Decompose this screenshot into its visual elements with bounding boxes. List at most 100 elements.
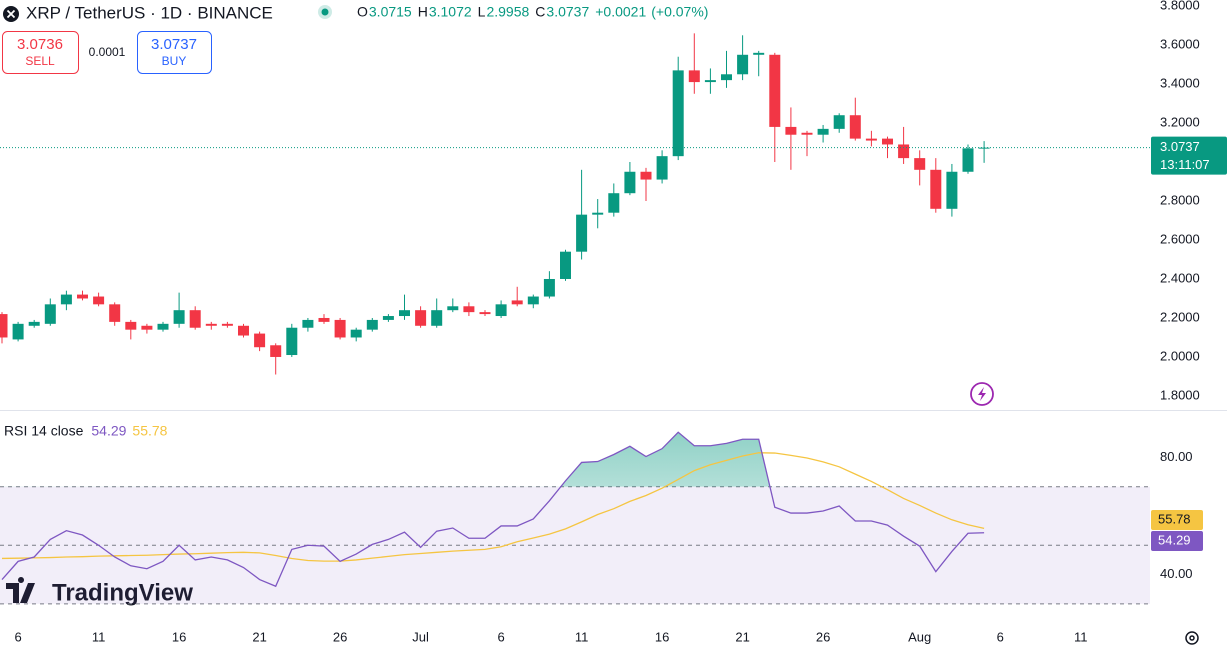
candle-body <box>721 74 732 81</box>
y-tick-label: 3.4000 <box>1160 75 1200 90</box>
candle-body <box>543 278 555 297</box>
indicator-badge <box>1151 531 1203 552</box>
y-tick-label: 2.6000 <box>1160 231 1200 246</box>
candle-body <box>431 310 443 326</box>
candle-body <box>463 306 475 313</box>
candle-body <box>479 312 491 315</box>
candle-body <box>817 128 829 135</box>
candle-body <box>77 294 88 299</box>
symbol-icon-glyph <box>6 9 16 19</box>
candles <box>0 33 990 375</box>
candle-body <box>576 214 588 252</box>
candle-body <box>640 171 652 180</box>
candle-body <box>286 327 298 356</box>
last-price-badge <box>1151 136 1227 175</box>
indicator-value: 55.78 <box>132 423 167 439</box>
y-tick-label: 3.2000 <box>1160 114 1200 129</box>
indicator-badge-label: 55.78 <box>1158 511 1191 526</box>
y-tick-label: 2.8000 <box>1160 192 1200 207</box>
indicator-value: 54.29 <box>91 423 126 439</box>
candle-body <box>737 54 749 75</box>
candle-body <box>109 304 121 322</box>
candle-body <box>962 148 974 172</box>
settings-icon[interactable] <box>1185 631 1199 645</box>
candle-body <box>157 323 169 330</box>
x-tick-label: Jul <box>412 629 429 644</box>
x-tick-label: 6 <box>497 629 504 644</box>
x-tick-label: Aug <box>908 629 931 644</box>
candle-body <box>672 70 684 157</box>
candle-body <box>608 193 620 213</box>
overbought-fill <box>2 432 985 487</box>
logo-icon <box>6 577 35 603</box>
buy-button[interactable] <box>137 31 212 74</box>
countdown: 13:11:07 <box>1160 157 1210 172</box>
spread: 0.0001 <box>89 45 126 59</box>
candle-body <box>141 325 153 330</box>
candle-body <box>898 144 910 159</box>
x-tick-label: 11 <box>575 629 589 644</box>
candle-body <box>624 171 636 194</box>
symbol-title[interactable]: XRP / TetherUS · 1D · BINANCE <box>26 3 273 22</box>
ohlc-key: O <box>357 4 368 20</box>
candle-body <box>205 323 217 326</box>
rsi-line <box>1 431 985 588</box>
y-tick-label: 3.8000 <box>1160 0 1200 12</box>
x-tick-label: 26 <box>333 629 347 644</box>
change: +0.0021 <box>595 4 646 20</box>
candle-body <box>125 321 137 330</box>
candle-body <box>946 171 958 209</box>
candle-body <box>173 310 185 324</box>
x-tick-label: 16 <box>172 629 186 644</box>
candle-body <box>865 138 877 141</box>
candle-body <box>0 314 8 338</box>
rsi-band <box>0 486 1150 604</box>
candle-body <box>12 323 24 340</box>
candle-body <box>495 304 507 317</box>
candle-body <box>592 212 604 215</box>
candle-body <box>914 158 926 170</box>
ohlc-key: C <box>535 4 545 20</box>
y-tick-label: 2.4000 <box>1160 270 1200 285</box>
indicator-badge-label: 54.29 <box>1158 532 1191 547</box>
last-price-label: 3.0737 <box>1160 139 1200 154</box>
buy-price: 3.0737 <box>151 36 197 53</box>
candle-body <box>753 52 765 55</box>
candle-body <box>189 310 201 328</box>
sell-label: SELL <box>25 54 55 68</box>
x-tick-label: 11 <box>92 629 106 644</box>
candle-body <box>221 323 233 326</box>
candle-body <box>238 325 249 336</box>
y-tick-label: 80.00 <box>1160 449 1193 464</box>
candle-body <box>769 54 781 127</box>
x-tick-label: 21 <box>735 629 749 644</box>
candle-body <box>801 132 813 135</box>
candle-body <box>688 70 700 83</box>
settings-icon-center <box>1189 635 1195 641</box>
candle-body <box>350 329 362 338</box>
candle-body <box>785 126 797 135</box>
sell-button[interactable] <box>2 31 79 74</box>
x-tick-label: 6 <box>997 629 1004 644</box>
candle-body <box>527 296 539 305</box>
candle-body <box>334 319 346 338</box>
x-tick-label: 21 <box>252 629 266 644</box>
candle-body <box>302 319 314 328</box>
candle-body <box>415 310 427 326</box>
candle-body <box>447 306 459 311</box>
candle-body <box>28 321 40 326</box>
logo-text: TradingView <box>52 579 193 606</box>
ohlc-value: 3.1072 <box>429 4 472 20</box>
candle-body <box>511 300 523 305</box>
candle-body <box>399 310 410 317</box>
candle-body <box>93 296 105 305</box>
x-tick-label: 16 <box>655 629 669 644</box>
candle-body <box>270 345 282 357</box>
candle-body <box>254 333 266 348</box>
candle-body <box>318 317 330 322</box>
ohlc-key: L <box>478 4 486 20</box>
y-tick-label: 2.2000 <box>1160 309 1200 324</box>
change-percent: (+0.07%) <box>651 4 708 20</box>
